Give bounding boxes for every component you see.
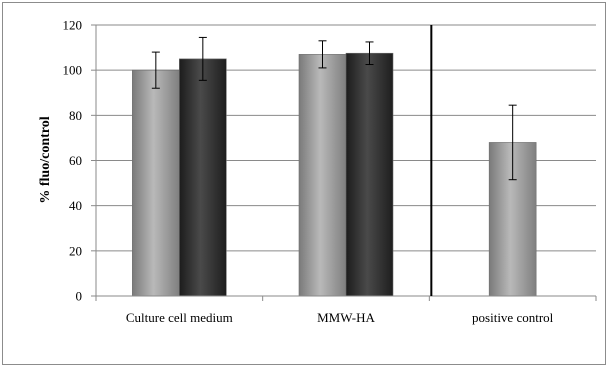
bar xyxy=(345,52,394,297)
y-axis-title: % fluo/control xyxy=(38,116,53,203)
y-tick-label: 60 xyxy=(69,153,82,168)
bar xyxy=(298,54,347,297)
x-tick-label: positive control xyxy=(472,310,554,325)
y-tick-label: 80 xyxy=(69,108,82,123)
bar xyxy=(179,58,227,297)
y-tick-label: 100 xyxy=(63,63,83,78)
bar xyxy=(132,69,180,297)
tick-labels: 0 20 40 60 80 100 120 Culture cell medium MMW-HA… xyxy=(63,18,554,326)
axes xyxy=(91,24,597,301)
error-bars xyxy=(151,36,517,181)
bars xyxy=(132,52,537,297)
y-tick-label: 0 xyxy=(76,289,83,304)
y-tick-label: 20 xyxy=(69,243,82,258)
x-tick-label: Culture cell medium xyxy=(126,310,233,325)
y-tick-label: 120 xyxy=(63,18,83,33)
y-tick-label: 40 xyxy=(69,198,82,213)
x-tick-label: MMW-HA xyxy=(317,310,375,325)
